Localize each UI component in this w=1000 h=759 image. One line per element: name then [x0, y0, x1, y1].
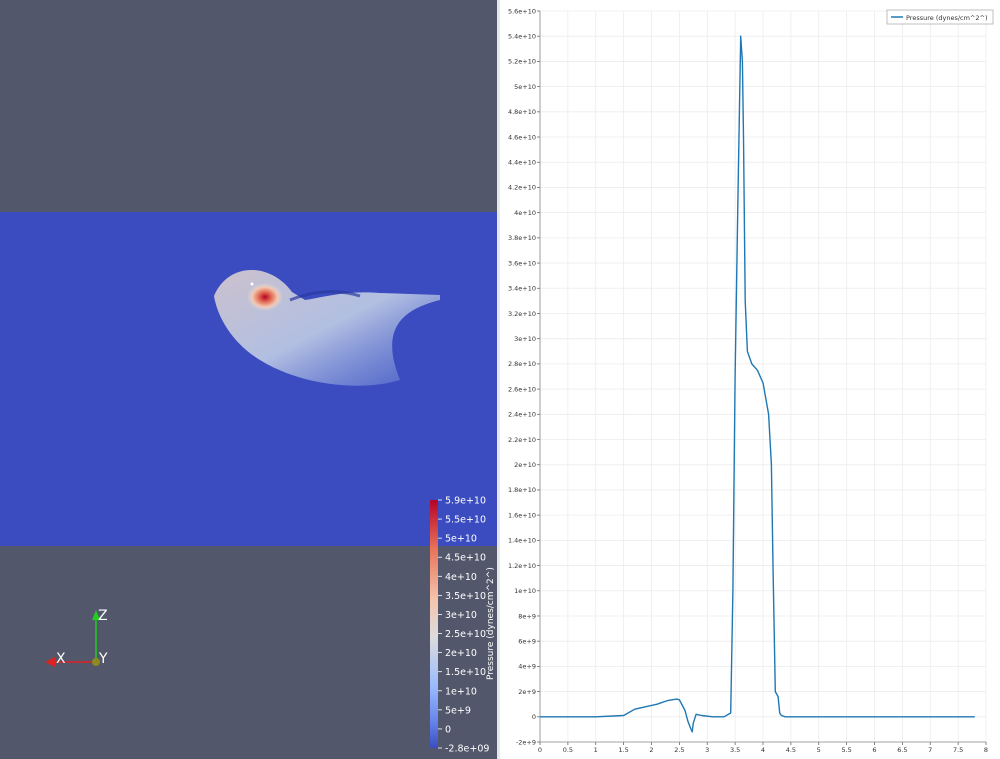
x-axis-label: X	[56, 651, 66, 667]
colorbar-tick-label: 4e+10	[445, 572, 477, 583]
y-tick-label: -2e+9	[516, 738, 536, 746]
colorbar-tick-label: 5e+10	[445, 534, 477, 545]
line-chart[interactable]: 0 0.5 1 1.5 2 2.5 3 3.5 4 4.5 5 5.5 6 6.5 7 7.5 8 5.6e+1…	[500, 0, 1000, 759]
x-tick-label: 5	[817, 746, 821, 754]
view-divider[interactable]	[497, 0, 500, 759]
y-tick-label: 3e+10	[514, 335, 536, 343]
colorbar-tick-label: 2.5e+10	[445, 629, 486, 640]
y-tick-label: 0	[532, 713, 536, 721]
x-tick-label: 4.5	[786, 746, 796, 754]
x-tick-label: 1	[594, 746, 598, 754]
chart-grid	[539, 10, 987, 743]
colorbar-tick-label: -2.8e+09	[445, 744, 489, 755]
colorbar-tick-label: 5e+9	[445, 705, 471, 716]
colorbar-tick-label: 0	[445, 724, 451, 735]
colorbar-title: Pressure (dynes/cm^2^)	[486, 567, 496, 680]
legend-box	[886, 9, 994, 25]
colorbar-tick-label: 3.5e+10	[445, 591, 486, 602]
chart-legend[interactable]: Pressure (dynes/cm^2^)	[886, 9, 994, 25]
y-tick-label: 1.8e+10	[508, 486, 536, 494]
y-tick-label: 1.2e+10	[508, 562, 536, 570]
z-axis-arrow-icon	[92, 610, 100, 620]
y-tick-label: 3.4e+10	[508, 285, 536, 293]
colorbar-tick-label: 1.5e+10	[445, 667, 486, 678]
x-tick-label: 6.5	[897, 746, 907, 754]
y-tick-label: 4e+10	[514, 209, 536, 217]
z-axis-label: Z	[98, 608, 108, 624]
x-tick-label: 4	[761, 746, 765, 754]
y-tick-label: 2e+10	[514, 461, 536, 469]
y-tick-label: 5.6e+10	[508, 7, 536, 15]
x-tick-label: 5.5	[841, 746, 851, 754]
x-tick-label: 0	[538, 746, 542, 754]
x-tick-label: 2	[649, 746, 653, 754]
y-axis-ticks: 5.6e+10 5.4e+10 5.2e+10 5e+10 4.8e+10 4.6e+10…	[508, 7, 540, 746]
y-tick-label: 2.4e+10	[508, 411, 536, 419]
y-tick-label: 3.2e+10	[508, 310, 536, 318]
x-axis-arrow-icon	[45, 657, 55, 667]
pressure-trough	[289, 290, 361, 302]
y-tick-label: 4.2e+10	[508, 184, 536, 192]
probe-point[interactable]	[250, 282, 254, 286]
pressure-hotspot	[247, 283, 283, 311]
y-tick-label: 3.6e+10	[508, 259, 536, 267]
x-tick-label: 8	[984, 746, 988, 754]
x-tick-label: 3.5	[730, 746, 740, 754]
y-tick-label: 4.6e+10	[508, 133, 536, 141]
colorbar-tick-label: 3e+10	[445, 610, 477, 621]
y-tick-label: 2.2e+10	[508, 436, 536, 444]
series-line-pressure	[540, 35, 975, 733]
y-axis-label: Y	[98, 651, 108, 667]
y-tick-label: 3.8e+10	[508, 234, 536, 242]
y-tick-label: 1e+10	[514, 587, 536, 595]
colorbar-tick-label: 4.5e+10	[445, 553, 486, 564]
y-tick-label: 5e+10	[514, 83, 536, 91]
x-tick-label: 7.5	[953, 746, 963, 754]
colorbar-ticks: 5.9e+10 5.5e+10 5e+10 4.5e+10 4e+10 3.5e+10 3e…	[438, 496, 489, 755]
y-tick-label: 1.6e+10	[508, 511, 536, 519]
y-tick-label: 6e+9	[518, 637, 536, 645]
y-tick-label: 8e+9	[518, 612, 536, 620]
line-chart-view[interactable]: 0 0.5 1 1.5 2 2.5 3 3.5 4 4.5 5 5.5 6 6.5 7 7.5 8 5.6e+1…	[500, 0, 1000, 759]
x-tick-label: 3	[705, 746, 709, 754]
x-axis-ticks: 0 0.5 1 1.5 2 2.5 3 3.5 4 4.5 5 5.5 6 6.5 7 7.5 8	[538, 742, 988, 754]
orientation-axes-widget: Z X Y	[45, 608, 108, 667]
color-legend[interactable]: 5.9e+10 5.5e+10 5e+10 4.5e+10 4e+10 3.5e+10 3e…	[430, 496, 496, 755]
legend-label: Pressure (dynes/cm^2^)	[906, 14, 988, 22]
colorbar-tick-label: 2e+10	[445, 648, 477, 659]
x-tick-label: 7	[928, 746, 932, 754]
chart-series	[540, 35, 975, 733]
y-tick-label: 1.4e+10	[508, 537, 536, 545]
x-tick-label: 0.5	[563, 746, 573, 754]
y-tick-label: 2e+9	[518, 688, 536, 696]
y-tick-label: 4e+9	[518, 663, 536, 671]
y-tick-label: 4.8e+10	[508, 108, 536, 116]
render-canvas[interactable]: Z X Y 5.9e+10 5.5e+10 5e+10 4.5e+10 4e+10 3.5…	[0, 0, 497, 759]
colorbar	[430, 500, 438, 748]
colorbar-tick-label: 5.5e+10	[445, 515, 486, 526]
x-tick-label: 2.5	[674, 746, 684, 754]
slice-plane	[0, 212, 497, 546]
y-tick-label: 2.8e+10	[508, 360, 536, 368]
y-tick-label: 2.6e+10	[508, 385, 536, 393]
x-tick-label: 1.5	[618, 746, 628, 754]
y-tick-label: 4.4e+10	[508, 159, 536, 167]
colorbar-tick-label: 5.9e+10	[445, 496, 486, 507]
y-tick-label: 5.2e+10	[508, 58, 536, 66]
colorbar-tick-label: 1e+10	[445, 686, 477, 697]
x-tick-label: 6	[872, 746, 876, 754]
render-view[interactable]: Z X Y 5.9e+10 5.5e+10 5e+10 4.5e+10 4e+10 3.5…	[0, 0, 497, 759]
y-axis-dot-icon	[92, 658, 100, 666]
y-tick-label: 5.4e+10	[508, 33, 536, 41]
